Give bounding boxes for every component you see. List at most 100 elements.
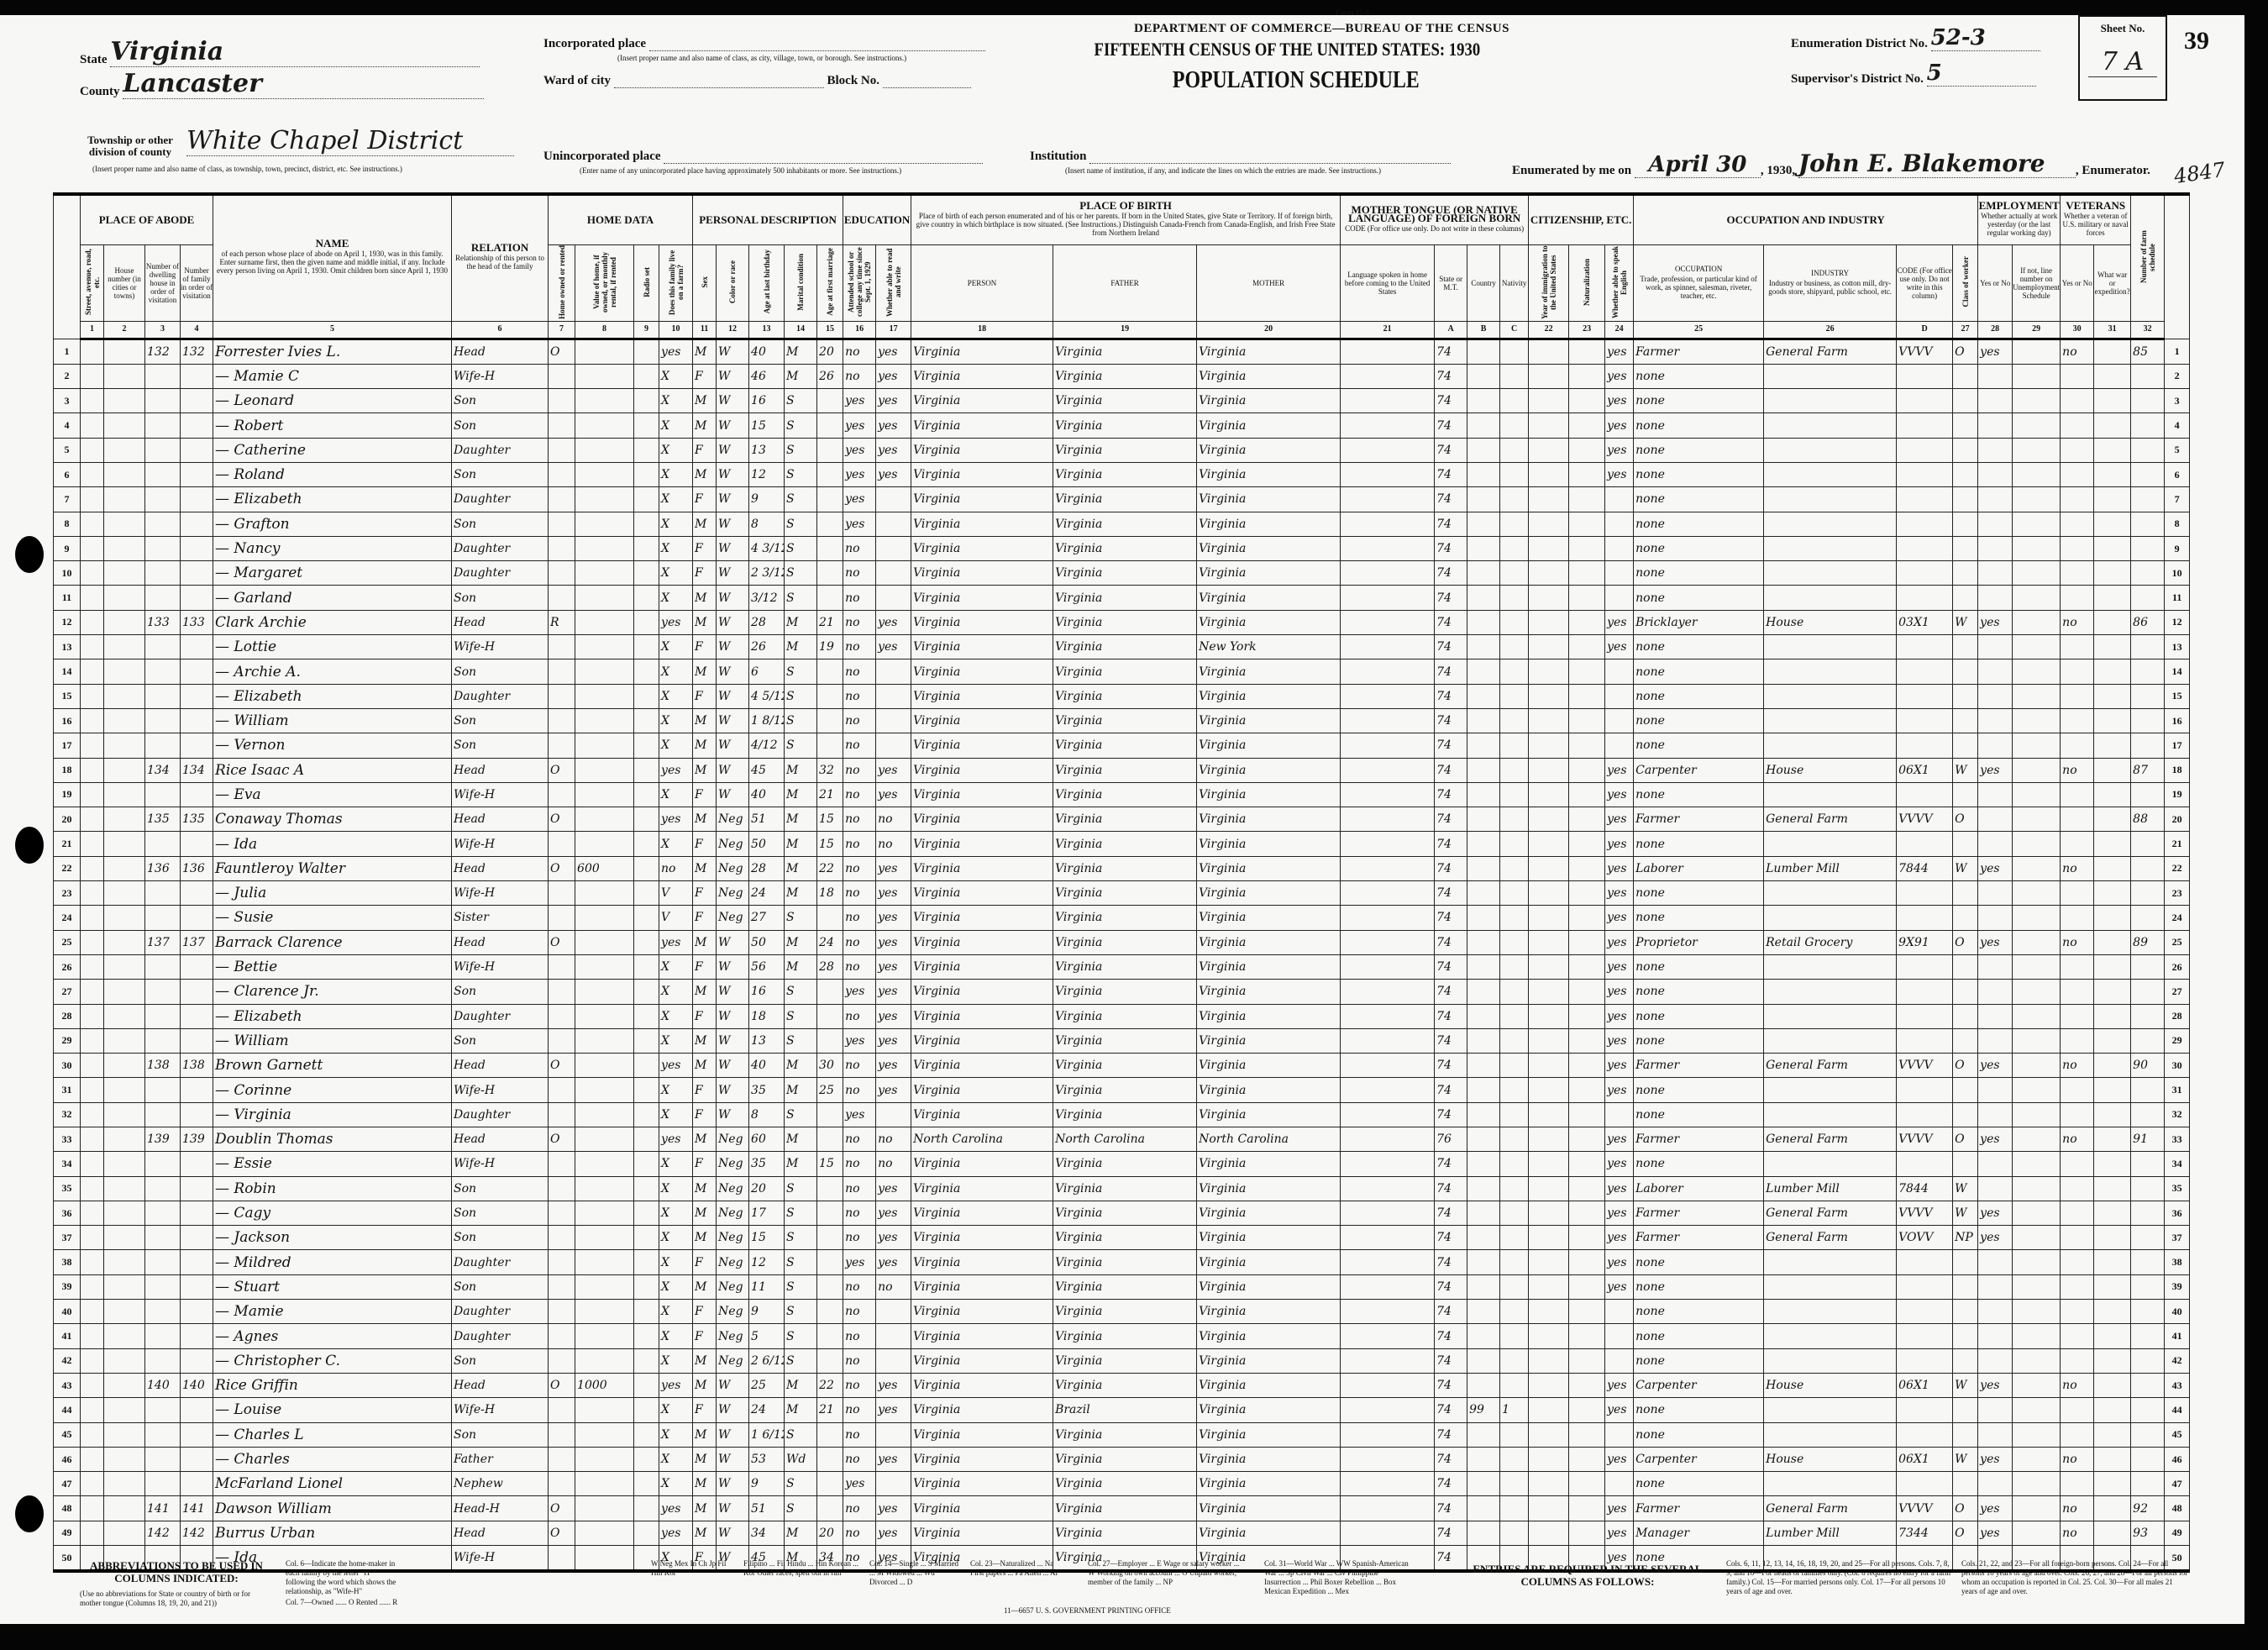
- header-c21-title: Language spoken in home before coming to…: [1344, 270, 1431, 296]
- cell-race: W: [716, 757, 750, 783]
- cell-code-country: [1467, 1003, 1501, 1029]
- cell-veteran: [2060, 1101, 2095, 1128]
- cell-occupation-code: [1896, 560, 1954, 586]
- cell-industry: [1763, 535, 1898, 562]
- cell-marital-condition: S: [784, 535, 818, 562]
- cell-code-country: [1467, 1027, 1501, 1054]
- cell-age-first-marriage: [816, 979, 844, 1005]
- cell-birthplace-father: Virginia: [1053, 1520, 1198, 1547]
- header-c4-title: Number of family in order of visitation: [181, 265, 213, 300]
- cell-mother-tongue: [1340, 1421, 1436, 1448]
- cell-occupation-code: VVVV: [1896, 338, 1954, 365]
- cell-class-of-worker: [1952, 954, 1979, 980]
- cell-birthplace-person: Virginia: [911, 855, 1054, 882]
- cell-birthplace-father: Virginia: [1053, 1200, 1198, 1227]
- cell-house-number: [103, 1323, 145, 1349]
- column-number: 15: [816, 320, 844, 340]
- cell-industry: House: [1763, 1372, 1898, 1399]
- cell-read-write: yes: [875, 1053, 912, 1079]
- cell-speaks-english: yes: [1604, 461, 1635, 488]
- cell-at-work: [1977, 1175, 2013, 1201]
- cell-farm-schedule-number: [2130, 1101, 2166, 1128]
- cell-home-value: [575, 659, 635, 685]
- cell-age-first-marriage: 26: [816, 363, 844, 390]
- cell-birthplace-mother: Virginia: [1196, 486, 1341, 512]
- cell-code-country: [1467, 1520, 1501, 1547]
- cell-birthplace-father: Virginia: [1053, 437, 1198, 463]
- cell-farm: X: [659, 1077, 694, 1103]
- header-c10-text: Does this family live on a farm?: [667, 249, 685, 315]
- cell-street: [80, 461, 104, 488]
- cell-name: — Robert: [213, 412, 453, 439]
- cell-at-work: yes: [1977, 1520, 2013, 1547]
- cell-at-work: [1977, 1151, 2013, 1177]
- cell-race: W: [716, 535, 750, 562]
- cell-radio-set: [633, 1126, 660, 1153]
- cell-sex: F: [692, 363, 717, 390]
- column-number-title: 31: [2108, 324, 2117, 334]
- cell-speaks-english: [1604, 1348, 1635, 1374]
- cell-occupation: none: [1633, 707, 1765, 734]
- punch-hole: [15, 827, 44, 864]
- header-c27: Class of worker: [1952, 244, 1979, 322]
- cell-code-nativity: [1499, 707, 1530, 734]
- cell-birthplace-mother: Virginia: [1196, 511, 1341, 537]
- cell-birthplace-father: Virginia: [1053, 1446, 1198, 1473]
- cell-age-first-marriage: 22: [816, 1372, 844, 1399]
- cell-sex: M: [692, 1053, 717, 1079]
- cell-age-first-marriage: [816, 1421, 844, 1448]
- cell-name: — Catherine: [213, 437, 453, 463]
- cell-read-write: yes: [875, 979, 912, 1005]
- cell-occupation-code: [1896, 659, 1954, 685]
- cell-race: W: [716, 486, 750, 512]
- cell-farm: yes: [659, 757, 694, 783]
- cell-marital-condition: M: [784, 1053, 818, 1079]
- cell-line-number-right: 35: [2164, 1175, 2191, 1201]
- cell-speaks-english: yes: [1604, 609, 1635, 636]
- cell-industry: [1763, 437, 1898, 463]
- cell-line-number: 26: [53, 954, 81, 980]
- cell-occupation: none: [1633, 1077, 1765, 1103]
- cell-unemployment-line: [2012, 1520, 2061, 1547]
- cell-farm-schedule-number: [2130, 1003, 2166, 1029]
- cell-family-number: [179, 1299, 214, 1325]
- cell-birthplace-mother: Virginia: [1196, 1003, 1341, 1029]
- cell-marital-condition: M: [784, 1397, 818, 1423]
- cell-war: [2093, 954, 2132, 980]
- cell-code-state: 74: [1434, 412, 1468, 439]
- cell-birthplace-father: Virginia: [1053, 1027, 1198, 1054]
- cell-unemployment-line: [2012, 1249, 2061, 1275]
- cell-industry: Lumber Mill: [1763, 1175, 1898, 1201]
- cell-birthplace-mother: Virginia: [1196, 707, 1341, 734]
- cell-house-number: [103, 1372, 145, 1399]
- cell-read-write: yes: [875, 1003, 912, 1029]
- cell-class-of-worker: [1952, 659, 1979, 685]
- cell-marital-condition: S: [784, 1421, 818, 1448]
- cell-farm-schedule-number: [2130, 1471, 2166, 1497]
- cell-industry: [1763, 1348, 1898, 1374]
- population-schedule-table: PLACE OF ABODE NAME of each person whose p…: [53, 192, 2191, 1574]
- column-number-title: C: [1510, 324, 1518, 334]
- cell-age: 12: [748, 1249, 785, 1275]
- cell-line-number: 32: [53, 1101, 81, 1128]
- cell-marital-condition: S: [784, 1495, 818, 1521]
- cell-code-country: [1467, 1421, 1501, 1448]
- cell-read-write: [875, 511, 912, 537]
- cell-birthplace-person: Virginia: [911, 905, 1054, 931]
- cell-unemployment-line: [2012, 929, 2061, 955]
- cell-radio-set: [633, 338, 660, 365]
- column-number-title: 11: [700, 324, 709, 334]
- cell-dwelling-number: [144, 535, 181, 562]
- cell-home-tenure: [548, 535, 576, 562]
- cell-family-number: [179, 1077, 214, 1103]
- cell-radio-set: [633, 560, 660, 586]
- cell-occupation-code: [1896, 1421, 1954, 1448]
- cell-race: W: [716, 1421, 750, 1448]
- cell-class-of-worker: O: [1952, 929, 1979, 955]
- cell-code-state: 74: [1434, 1249, 1468, 1275]
- cell-code-nativity: [1499, 1299, 1530, 1325]
- cell-code-nativity: [1499, 1200, 1530, 1227]
- cell-occupation-code: [1896, 905, 1954, 931]
- cell-immigration-year: [1528, 388, 1570, 414]
- cell-dwelling-number: [144, 733, 181, 759]
